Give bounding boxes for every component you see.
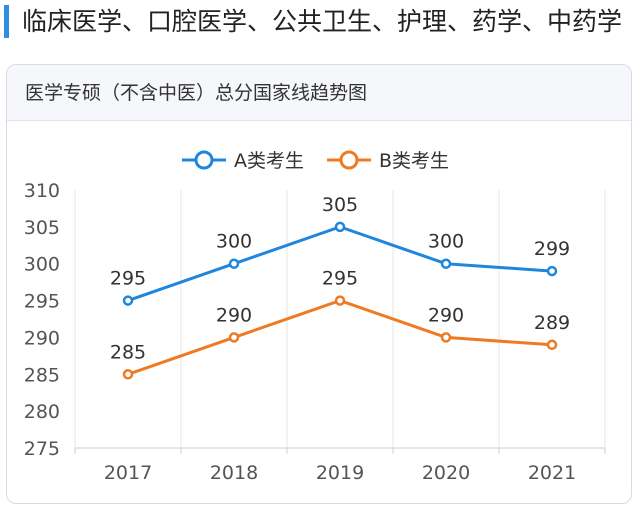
heading-text: 临床医学、口腔医学、公共卫生、护理、药学、中药学 — [22, 7, 623, 36]
data-point — [546, 339, 558, 351]
data-point — [122, 295, 134, 306]
data-label: 300 — [216, 231, 252, 253]
data-point — [122, 369, 134, 380]
x-tick-label: 2019 — [316, 462, 364, 484]
data-label: 305 — [322, 194, 358, 216]
x-tick-label: 2020 — [422, 462, 470, 484]
y-tick-label: 285 — [24, 364, 60, 386]
heading-accent-bar — [4, 5, 9, 38]
y-tick-label: 275 — [24, 438, 60, 460]
y-tick-label: 295 — [24, 291, 60, 313]
x-tick-label: 2021 — [528, 462, 576, 484]
card-title: 医学专硕（不含中医）总分国家线趋势图 — [25, 82, 368, 104]
data-point — [440, 332, 452, 343]
data-label: 295 — [110, 268, 146, 290]
y-tick-label: 280 — [24, 401, 60, 423]
page-heading: 临床医学、口腔医学、公共卫生、护理、药学、中药学 — [0, 0, 640, 44]
legend-label: B类考生 — [379, 150, 449, 172]
data-label: 300 — [428, 231, 464, 253]
data-label: 289 — [534, 312, 570, 334]
y-tick-label: 305 — [24, 217, 60, 239]
series-line — [127, 299, 553, 376]
y-tick-label: 310 — [24, 180, 60, 202]
data-point — [334, 221, 346, 233]
chart-card: 医学专硕（不含中医）总分国家线趋势图 — [6, 64, 632, 504]
data-label: 299 — [534, 238, 570, 260]
y-tick-label: 290 — [24, 327, 60, 349]
data-label: 285 — [110, 341, 146, 363]
data-point — [228, 258, 240, 269]
data-point — [440, 258, 452, 269]
legend-label: A类考生 — [234, 150, 304, 172]
legend-marker — [339, 150, 359, 170]
card-header: 医学专硕（不含中医）总分国家线趋势图 — [7, 65, 631, 121]
y-tick-label: 300 — [24, 254, 60, 276]
data-point — [334, 295, 346, 306]
x-tick-label: 2017 — [104, 462, 152, 484]
data-label: 295 — [322, 268, 358, 290]
data-point — [228, 332, 240, 343]
legend-marker — [194, 150, 214, 170]
data-label: 290 — [428, 304, 464, 326]
data-point — [546, 265, 558, 277]
x-tick-label: 2018 — [210, 462, 258, 484]
data-label: 290 — [216, 304, 252, 326]
